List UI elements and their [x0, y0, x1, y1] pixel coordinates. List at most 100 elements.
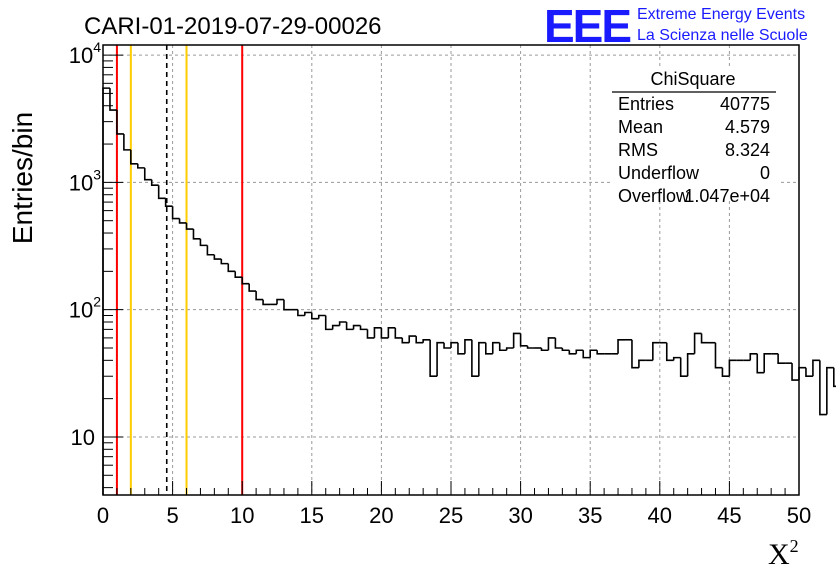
- stats-row-value: 40775: [720, 94, 770, 114]
- histogram-bin: [276, 298, 284, 305]
- histogram-bin: [631, 339, 639, 369]
- stats-title: ChiSquare: [650, 69, 735, 89]
- histogram-bin: [575, 349, 584, 354]
- histogram-bin: [227, 263, 236, 273]
- x-tick-label: 40: [648, 503, 672, 528]
- histogram-bin: [798, 366, 806, 381]
- histogram-bin: [777, 353, 786, 364]
- histogram-bin: [665, 342, 674, 362]
- histogram-bin: [582, 350, 591, 359]
- stats-row-label: Mean: [618, 117, 663, 137]
- histogram-bin: [721, 367, 730, 378]
- histogram-bin: [485, 342, 493, 355]
- histogram-bin: [359, 325, 368, 331]
- histogram-bin: [241, 277, 250, 285]
- y-tick-label: 102: [69, 294, 101, 323]
- histogram-bin: [638, 359, 646, 368]
- histogram-bin: [366, 329, 375, 339]
- histogram-bin: [415, 336, 424, 344]
- histogram-bin: [116, 110, 124, 135]
- y-axis-label: Entries/bin: [7, 112, 38, 244]
- histogram-bin: [791, 363, 799, 381]
- histogram-bin: [679, 357, 688, 378]
- x-tick-label: 45: [717, 503, 741, 528]
- x-tick-label: 20: [369, 503, 393, 528]
- histogram-bin: [123, 133, 131, 151]
- histogram-bin: [297, 309, 305, 317]
- x-tick-label: 25: [439, 503, 463, 528]
- x-axis-label: X2: [768, 536, 799, 571]
- histogram-bin: [422, 338, 431, 343]
- x-tick-label: 15: [300, 503, 324, 528]
- stats-row-label: RMS: [618, 140, 658, 160]
- histogram-bin: [547, 337, 556, 351]
- histogram-bin: [345, 322, 354, 331]
- histogram-bin: [693, 332, 702, 354]
- stats-row-label: Entries: [618, 94, 674, 114]
- histogram-bin: [102, 87, 110, 495]
- histogram-bin: [826, 366, 834, 415]
- histogram-bin: [450, 341, 458, 348]
- stats-rows: Entries 40775 Mean 4.579 RMS 8.324 Underflow 0 O…: [618, 94, 770, 206]
- histogram-bin: [157, 185, 166, 200]
- histogram-bin: [526, 345, 535, 349]
- histogram-bin: [596, 350, 605, 355]
- histogram-bin: [373, 327, 382, 338]
- x-tick-label: 30: [508, 503, 532, 528]
- x-tick-label: 0: [97, 503, 109, 528]
- histogram-bin: [130, 149, 138, 165]
- histogram-bin: [749, 353, 758, 361]
- x-tick-label: 5: [166, 503, 178, 528]
- histogram-bin: [498, 342, 507, 352]
- x-axis: 0 5 10 15 20 25 30 35 40 45 50: [97, 481, 811, 528]
- histogram-bin: [652, 341, 660, 361]
- histogram-bin: [464, 338, 472, 354]
- histogram-bin: [234, 271, 243, 278]
- histogram-bin: [401, 337, 410, 344]
- histogram-bin: [164, 198, 173, 207]
- stats-row-label: Underflow: [618, 163, 700, 183]
- histogram-bin: [185, 222, 194, 230]
- y-axis: 10 102 103 104: [69, 39, 123, 489]
- y-tick-label: 104: [69, 39, 101, 68]
- histogram-bin: [255, 291, 264, 301]
- stats-box: ChiSquare Entries 40775 Mean 4.579 RMS 8.324 U…: [610, 67, 778, 206]
- histogram-bin: [429, 339, 438, 378]
- histogram-bin: [304, 311, 312, 316]
- histogram-bin: [686, 353, 695, 377]
- histogram-bin: [283, 299, 291, 311]
- histogram-bin: [206, 245, 215, 256]
- histogram-bin: [380, 327, 389, 339]
- histogram-bin: [519, 333, 528, 347]
- histogram-bin: [471, 339, 479, 378]
- histogram-bin: [819, 360, 827, 416]
- histogram-bin: [178, 218, 187, 224]
- histogram-bin: [812, 359, 820, 377]
- histogram-bin: [728, 359, 737, 377]
- brand-line-1: Extreme Energy Events: [637, 6, 805, 23]
- histogram-bin: [192, 229, 201, 240]
- histogram-bin: [199, 238, 208, 247]
- x-tick-label: 10: [230, 503, 254, 528]
- x-axis-label-sup: 2: [790, 536, 799, 556]
- histogram-bin: [491, 341, 500, 354]
- histogram-bin: [137, 163, 145, 169]
- histogram-bin: [443, 342, 451, 349]
- histogram-bin: [394, 327, 403, 339]
- histogram-bin: [387, 327, 396, 338]
- histogram-bin: [324, 315, 333, 331]
- histogram-bin: [763, 353, 772, 373]
- eee-logo: EEE: [544, 0, 630, 52]
- histogram-bin: [540, 347, 549, 352]
- histogram-bin: [554, 337, 563, 349]
- x-tick-label: 35: [578, 503, 602, 528]
- histogram-bin: [109, 88, 117, 111]
- histogram-bin: [311, 312, 319, 320]
- histogram-bin: [561, 347, 570, 352]
- run-title: CARI-01-2019-07-29-00026: [84, 13, 382, 40]
- histogram-bin: [478, 341, 486, 377]
- histogram-bin: [220, 259, 229, 265]
- y-tick-label: 10: [71, 425, 95, 450]
